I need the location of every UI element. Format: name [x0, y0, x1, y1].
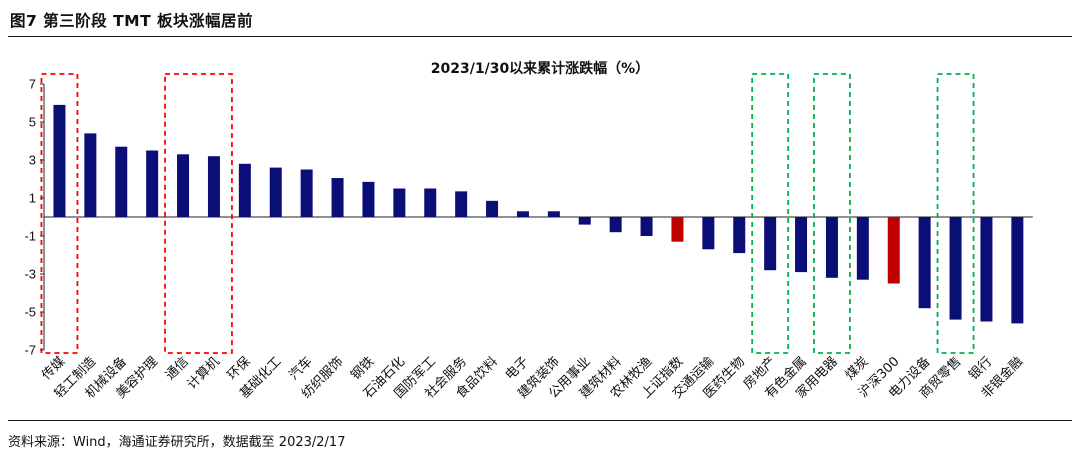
bar: [486, 200, 499, 217]
bar: [455, 191, 468, 217]
red-dashed-box: [40, 73, 79, 354]
green-dashed-box: [936, 73, 975, 354]
bar: [547, 211, 560, 217]
bar: [238, 163, 251, 217]
source-note: 资料来源：Wind，海通证券研究所，数据截至 2023/2/17: [8, 435, 346, 450]
bar: [825, 217, 838, 278]
bar: [949, 217, 962, 320]
bar: [146, 150, 159, 217]
bar: [207, 156, 220, 217]
bar: [177, 154, 190, 217]
y-tick-label: -3: [24, 267, 36, 282]
bar: [702, 217, 715, 250]
bar: [53, 104, 66, 217]
chart-title: 2023/1/30以来累计涨跌幅（%）: [431, 60, 649, 77]
y-tick-label: 1: [29, 191, 36, 206]
bar: [393, 188, 406, 217]
bar: [980, 217, 993, 322]
bar: [331, 178, 344, 217]
bar: [578, 217, 591, 225]
y-tick-label: -1: [24, 229, 36, 244]
figure-title: 图7 第三阶段 TMT 板块涨幅居前: [10, 12, 254, 30]
bar: [918, 217, 931, 309]
y-tick-label: 7: [29, 77, 36, 92]
bar-chart: 2023/1/30以来累计涨跌幅（%） 7 5 3 1 -1 -3 -5 -7 传媒轻工制造机…: [24, 60, 1033, 402]
red-dashed-box: [164, 73, 233, 354]
bar: [640, 217, 653, 236]
y-tick-label: -7: [24, 343, 36, 358]
y-tick-label: 3: [29, 153, 36, 168]
x-tick-label: 计算机: [185, 354, 223, 392]
bar: [115, 146, 128, 217]
bar: [269, 167, 282, 217]
y-tick-label: -5: [24, 305, 36, 320]
bar: [424, 188, 437, 217]
bar: [856, 217, 869, 280]
bar: [795, 217, 808, 273]
bar: [362, 181, 375, 217]
bar: [300, 169, 313, 217]
highlight-boxes: [40, 73, 975, 354]
y-tick-label: 5: [29, 115, 36, 130]
bar: [887, 217, 900, 284]
bar: [671, 217, 684, 242]
figure-header: 图7 第三阶段 TMT 板块涨幅居前: [8, 2, 1072, 37]
bar: [516, 211, 529, 217]
bar: [609, 217, 622, 233]
footer-rule: [8, 420, 1072, 421]
bar: [764, 217, 777, 271]
bar: [84, 133, 97, 217]
bar: [733, 217, 746, 254]
bar: [1011, 217, 1024, 324]
green-dashed-box: [751, 73, 790, 354]
green-dashed-box: [813, 73, 851, 354]
bars: [53, 104, 1024, 324]
